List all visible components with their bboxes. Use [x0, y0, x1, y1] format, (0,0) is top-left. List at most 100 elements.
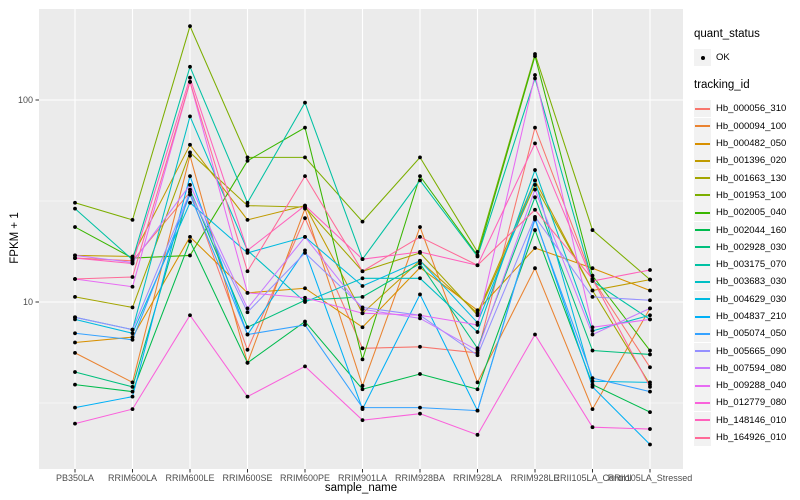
- data-point: [533, 182, 537, 187]
- x-tick-label: RRIM600LE: [165, 473, 214, 483]
- data-point: [418, 344, 422, 349]
- x-tick-label: PB350LA: [56, 473, 94, 483]
- data-point: [533, 125, 537, 130]
- data-point: [303, 216, 307, 221]
- legend-key: [694, 117, 711, 135]
- data-point: [245, 158, 250, 163]
- data-point: [130, 384, 135, 389]
- data-point: [245, 332, 250, 337]
- data-point: [73, 315, 77, 320]
- data-point: [648, 410, 652, 415]
- legend-item-label: Hb_001953_100: [716, 189, 787, 201]
- data-point: [360, 269, 365, 274]
- legend-key: [694, 308, 711, 325]
- data-point: [360, 276, 365, 281]
- data-point: [188, 142, 192, 147]
- data-point: [533, 141, 537, 146]
- data-point: [475, 313, 480, 318]
- series-color-swatch-icon: [695, 177, 710, 180]
- data-point: [245, 217, 250, 222]
- data-point: [648, 389, 652, 394]
- data-point: [303, 174, 307, 179]
- legend-key: [694, 152, 711, 170]
- data-point: [188, 24, 192, 29]
- data-point: [188, 200, 192, 205]
- data-point: [73, 253, 77, 258]
- data-point: [533, 217, 537, 222]
- data-point: [590, 425, 595, 430]
- data-point: [188, 313, 192, 318]
- data-point: [303, 125, 307, 130]
- data-point: [475, 353, 480, 358]
- legend-item-Hb_148146_010: Hb_148146_010: [694, 411, 798, 429]
- x-tick-label: RRII105LA_Control: [553, 473, 631, 483]
- data-point: [360, 357, 365, 362]
- legend-item-Hb_012779_080: Hb_012779_080: [694, 394, 798, 412]
- data-point: [475, 254, 480, 259]
- data-point: [303, 300, 307, 304]
- data-point: [590, 277, 595, 281]
- data-point: [360, 311, 365, 316]
- legend-item-label: Hb_000094_100: [716, 120, 787, 132]
- data-point: [130, 380, 135, 385]
- data-point: [188, 150, 192, 155]
- legend-item-Hb_004837_210: Hb_004837_210: [694, 308, 798, 325]
- legend-key: [694, 411, 711, 429]
- data-point: [590, 325, 595, 330]
- data-point: [475, 432, 480, 437]
- data-point: [418, 292, 422, 297]
- legend-item-Hb_000094_100: Hb_000094_100: [694, 117, 798, 135]
- data-point: [245, 325, 250, 330]
- legend-item-Hb_000056_310: Hb_000056_310: [694, 100, 798, 118]
- series-color-swatch-icon: [695, 436, 710, 439]
- legend-key: [694, 135, 711, 153]
- ok-point-icon: [700, 55, 705, 60]
- data-point: [245, 290, 250, 295]
- data-point: [533, 178, 537, 183]
- series-color-swatch-icon: [695, 384, 710, 387]
- legend-key: [694, 238, 711, 256]
- legend-item-label: Hb_012779_080: [716, 397, 787, 409]
- data-point: [418, 261, 422, 266]
- data-point: [590, 332, 595, 337]
- data-point: [188, 75, 192, 80]
- legend-item-label: Hb_164926_010: [716, 432, 787, 444]
- x-tick-label: RRIM928BA: [395, 473, 445, 483]
- x-tick-label: RRIM600SE: [222, 473, 272, 483]
- legend-key: [694, 221, 711, 239]
- data-point: [648, 365, 652, 370]
- data-point: [188, 253, 192, 258]
- data-point: [303, 100, 307, 105]
- data-point: [418, 276, 422, 281]
- data-point: [130, 217, 135, 222]
- data-point: [418, 250, 422, 254]
- data-point: [360, 346, 365, 351]
- data-point: [130, 275, 135, 279]
- legend-item-Hb_000482_050: Hb_000482_050: [694, 135, 798, 153]
- legend-item-label: Hb_004629_030: [716, 293, 787, 305]
- data-point: [245, 310, 250, 315]
- legend-item-label: Hb_003683_030: [716, 276, 787, 288]
- data-point: [130, 327, 135, 332]
- data-point: [533, 195, 537, 200]
- data-point: [648, 288, 652, 293]
- data-point: [533, 332, 537, 337]
- data-point: [245, 200, 250, 205]
- x-tick-label: RRIM928LA: [453, 473, 502, 483]
- series-color-swatch-icon: [695, 125, 710, 128]
- legend-item-Hb_009288_040: Hb_009288_040: [694, 377, 798, 395]
- data-point: [130, 257, 135, 262]
- data-point: [418, 178, 422, 183]
- data-point: [533, 76, 537, 81]
- data-point: [245, 269, 250, 274]
- data-point: [303, 203, 307, 208]
- legend-item-label: OK: [716, 52, 730, 64]
- data-point: [130, 331, 135, 336]
- data-point: [303, 235, 307, 239]
- series-color-swatch-icon: [695, 159, 710, 162]
- series-color-swatch-icon: [695, 107, 710, 110]
- data-point: [475, 387, 480, 392]
- series-color-swatch-icon: [695, 142, 710, 145]
- axis-ticks: [35, 99, 651, 473]
